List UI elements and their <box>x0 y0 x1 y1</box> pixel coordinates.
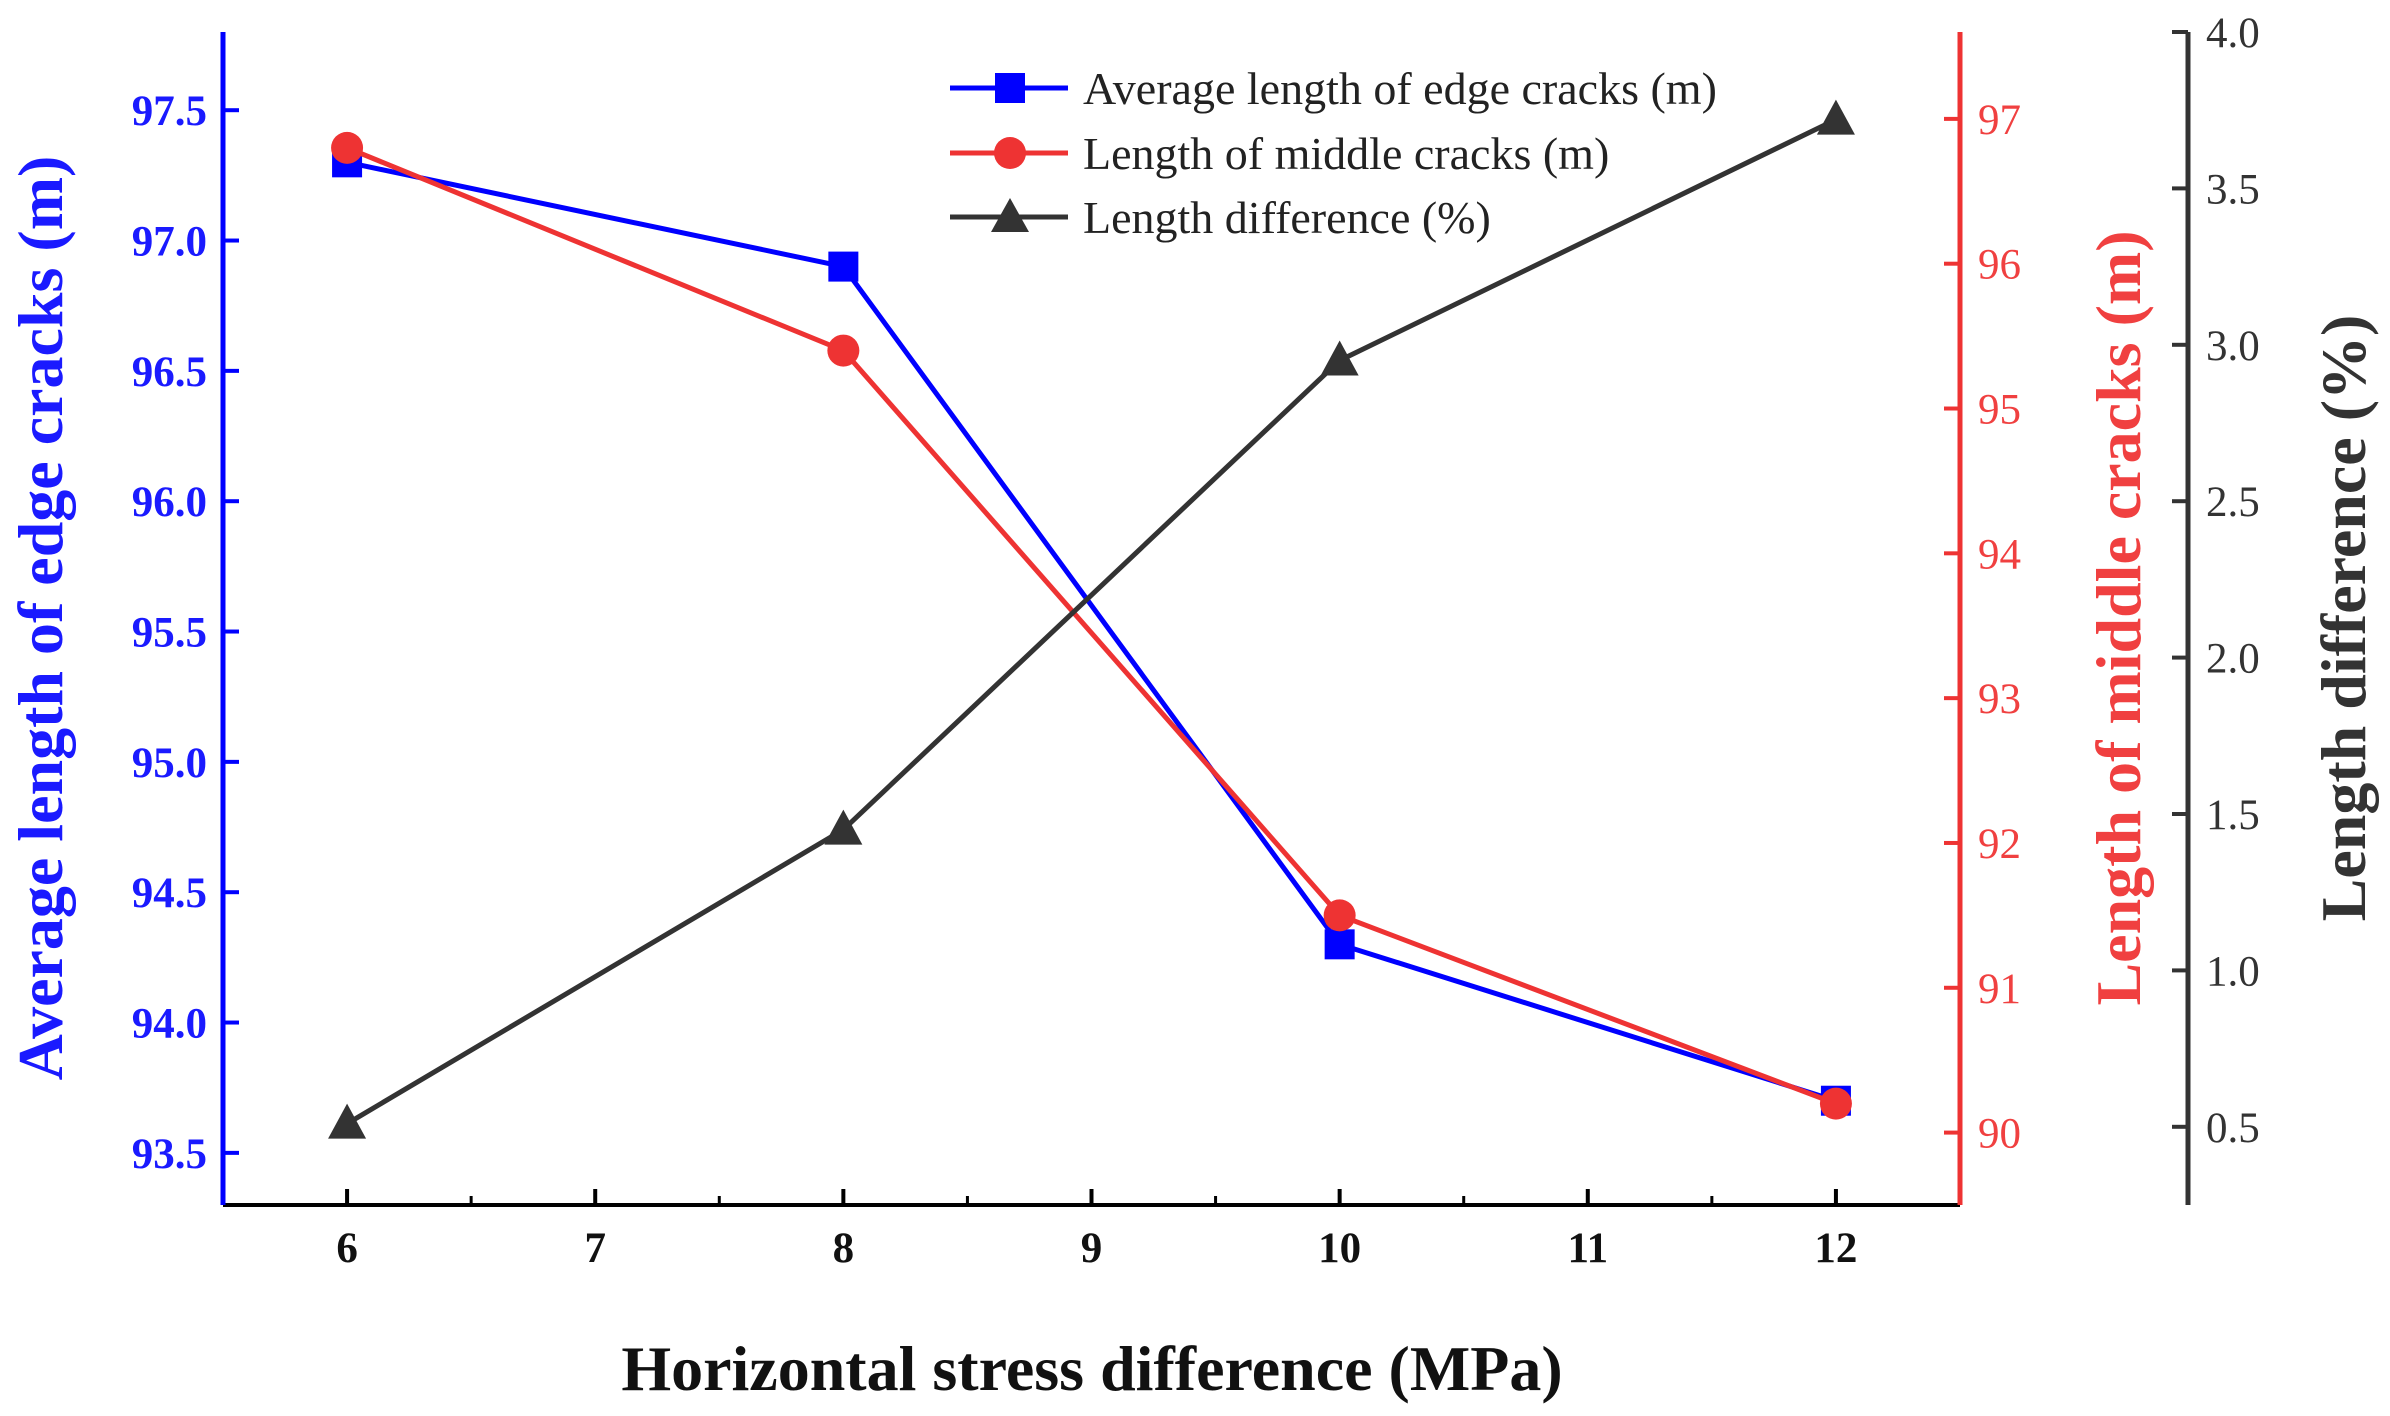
x-axis-title: Horizontal stress difference (MPa) <box>621 1333 1562 1404</box>
right-y-tick-label: 94 <box>1978 531 2021 578</box>
right-y-tick-label: 90 <box>1978 1111 2021 1158</box>
series-marker-2 <box>328 1103 367 1139</box>
series-marker-1 <box>1323 899 1356 932</box>
x-tick-label: 7 <box>584 1225 606 1272</box>
left-y-tick-label: 94.0 <box>132 1001 207 1048</box>
right-y-tick-label: 93 <box>1978 676 2021 723</box>
right2-y-tick-label: 4.0 <box>2206 10 2260 57</box>
legend-marker-edge <box>995 73 1025 103</box>
left-y-tick-label: 93.5 <box>132 1131 207 1178</box>
right-y-axis-title: Length of middle cracks (m) <box>2083 230 2154 1005</box>
left-y-tick-label: 94.5 <box>132 870 207 917</box>
left-y-tick-label: 96.5 <box>132 349 207 396</box>
x-tick-label: 12 <box>1814 1225 1857 1272</box>
right-y-tick-label: 91 <box>1978 966 2021 1013</box>
right2-y-tick-label: 2.0 <box>2206 636 2260 683</box>
x-tick-label: 6 <box>336 1225 358 1272</box>
left-y-tick-label: 95.5 <box>132 610 207 657</box>
series-marker-2 <box>1320 340 1359 376</box>
series-line-2 <box>345 117 1838 1126</box>
series-marker-1 <box>827 334 860 367</box>
legend-label-edge: Average length of edge cracks (m) <box>1083 63 1717 114</box>
series-marker-0 <box>1324 929 1355 960</box>
right2-y-tick-label: 1.5 <box>2206 792 2260 839</box>
series-marker-2 <box>1816 99 1855 135</box>
series-layer <box>328 99 1855 1139</box>
x-tick-label: 11 <box>1567 1225 1608 1272</box>
left-y-tick-label: 95.0 <box>132 740 207 787</box>
left-y-axis-title: Average length of edge cracks (m) <box>5 156 76 1081</box>
series-line-0 <box>346 159 1837 1104</box>
series-line-1 <box>346 145 1837 1106</box>
right-y-tick-label: 92 <box>1978 821 2021 868</box>
ticks-layer: 6 7 8 9 10 11 12 93.5 94.0 94.5 95.0 95.5 96.0 96.5 97… <box>132 10 2260 1272</box>
right2-y-tick-label: 3.5 <box>2206 166 2260 213</box>
right2-y-tick-label: 1.0 <box>2206 948 2260 995</box>
right-y-tick-label: 97 <box>1978 97 2021 144</box>
x-tick-label: 8 <box>833 1225 855 1272</box>
legend: Average length of edge cracks (m) Length… <box>950 63 1717 243</box>
series-marker-1 <box>331 131 364 164</box>
left-y-tick-label: 97.0 <box>132 219 207 266</box>
legend-marker-middle <box>994 137 1026 169</box>
legend-label-difference: Length difference (%) <box>1083 192 1491 243</box>
x-tick-label: 10 <box>1318 1225 1361 1272</box>
series-marker-0 <box>828 251 859 282</box>
right2-y-tick-label: 2.5 <box>2206 479 2260 526</box>
legend-marker-difference <box>991 198 1029 232</box>
right2-y-axis-title: Length difference (%) <box>2308 315 2379 922</box>
series-marker-2 <box>824 809 863 845</box>
x-tick-label: 9 <box>1081 1225 1103 1272</box>
right-y-tick-label: 96 <box>1978 242 2021 289</box>
right2-y-tick-label: 0.5 <box>2206 1105 2260 1152</box>
series-marker-1 <box>1819 1087 1852 1120</box>
right2-y-tick-label: 3.0 <box>2206 323 2260 370</box>
left-y-tick-label: 97.5 <box>132 88 207 135</box>
right-y-tick-label: 95 <box>1978 387 2021 434</box>
legend-label-middle: Length of middle cracks (m) <box>1083 128 1609 179</box>
left-y-tick-label: 96.0 <box>132 479 207 526</box>
